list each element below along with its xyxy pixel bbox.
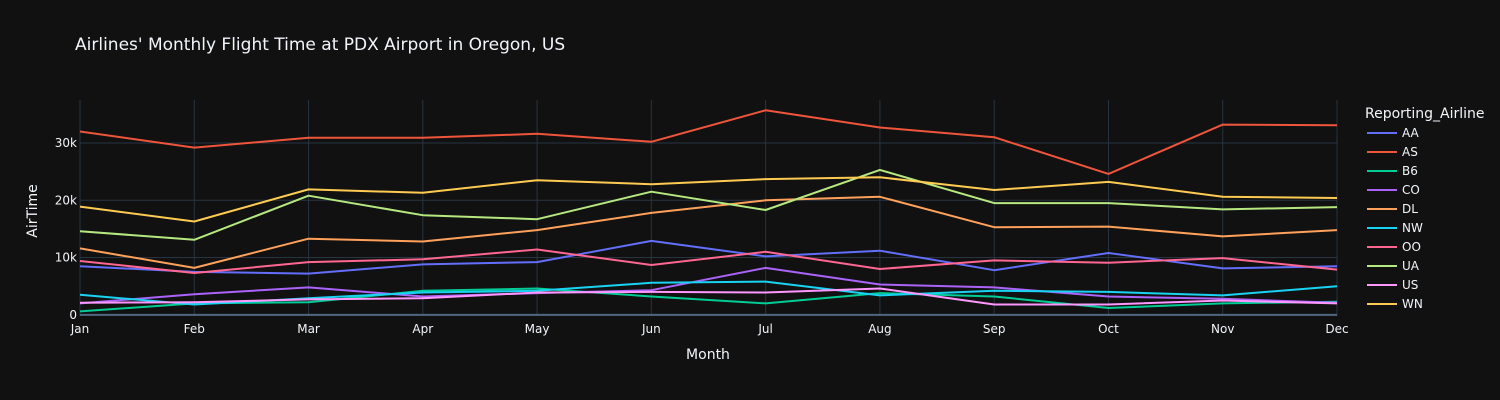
legend-title: Reporting_Airline — [1365, 106, 1485, 122]
legend[interactable]: Reporting_Airline AA AS B6 CO DL NW OO UA US WN — [1365, 106, 1485, 311]
y-tick-label: 0 — [69, 308, 77, 322]
x-tick-label: Aug — [868, 322, 891, 336]
x-tick-label: Jun — [641, 322, 661, 336]
legend-item-co[interactable]: CO — [1367, 183, 1420, 197]
legend-label: AS — [1402, 145, 1418, 159]
series-lines — [79, 109, 1338, 313]
x-tick-label: Dec — [1325, 322, 1348, 336]
legend-item-dl[interactable]: DL — [1367, 202, 1418, 216]
y-tick-label: 10k — [55, 251, 77, 265]
legend-label: B6 — [1402, 164, 1418, 178]
legend-label: CO — [1402, 183, 1420, 197]
legend-item-oo[interactable]: OO — [1367, 240, 1421, 254]
series-line-oo[interactable] — [79, 248, 1338, 274]
y-tick-label: 20k — [55, 193, 77, 207]
series-line-co[interactable] — [79, 266, 1338, 305]
legend-item-ua[interactable]: UA — [1367, 259, 1420, 273]
legend-item-as[interactable]: AS — [1367, 145, 1418, 159]
y-tick-label: 30k — [55, 136, 77, 150]
series-line-dl[interactable] — [79, 195, 1338, 269]
x-tick-label: Apr — [412, 322, 433, 336]
legend-item-nw[interactable]: NW — [1367, 221, 1423, 235]
legend-label: AA — [1402, 126, 1420, 140]
y-axis-ticks: 0 10k 20k 30k — [55, 136, 77, 322]
legend-label: OO — [1402, 240, 1421, 254]
legend-label: DL — [1402, 202, 1418, 216]
legend-item-aa[interactable]: AA — [1367, 126, 1420, 140]
x-axis-title: Month — [686, 347, 730, 363]
legend-label: NW — [1402, 221, 1423, 235]
legend-item-b6[interactable]: B6 — [1367, 164, 1418, 178]
chart-title: Airlines' Monthly Flight Time at PDX Air… — [75, 35, 565, 55]
series-line-wn[interactable] — [79, 176, 1338, 223]
x-tick-label: Feb — [184, 322, 205, 336]
x-axis-ticks: Jan Feb Mar Apr May Jun Jul Aug Sep Oct Nov Dec — [70, 322, 1349, 336]
x-tick-label: Jul — [757, 322, 772, 336]
x-tick-label: Mar — [297, 322, 320, 336]
x-tick-label: Sep — [983, 322, 1006, 336]
legend-item-wn[interactable]: WN — [1367, 297, 1423, 311]
series-line-ua[interactable] — [79, 168, 1338, 241]
legend-label: UA — [1402, 259, 1420, 273]
legend-label: WN — [1402, 297, 1423, 311]
series-line-us[interactable] — [79, 287, 1338, 306]
y-axis-title: AirTime — [25, 184, 41, 237]
x-tick-label: Jan — [70, 322, 90, 336]
x-tick-label: Nov — [1211, 322, 1234, 336]
x-tick-label: May — [525, 322, 550, 336]
legend-items[interactable]: AA AS B6 CO DL NW OO UA US WN — [1367, 126, 1423, 311]
series-line-b6[interactable] — [79, 287, 1338, 313]
x-tick-label: Oct — [1098, 322, 1119, 336]
legend-item-us[interactable]: US — [1367, 278, 1418, 292]
series-line-as[interactable] — [79, 109, 1338, 175]
legend-label: US — [1402, 278, 1418, 292]
series-line-aa[interactable] — [79, 239, 1338, 275]
